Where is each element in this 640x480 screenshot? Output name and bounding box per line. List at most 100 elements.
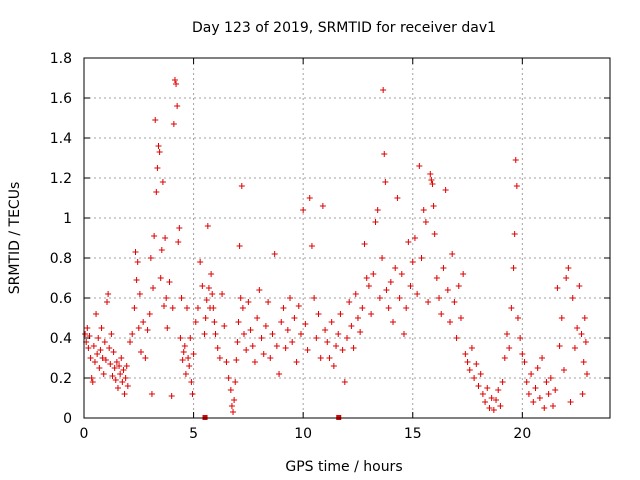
data-point	[430, 203, 437, 209]
data-point	[287, 295, 294, 301]
data-point	[308, 243, 315, 249]
data-point	[400, 331, 407, 337]
data-point	[269, 331, 276, 337]
data-point	[150, 285, 157, 291]
data-point	[144, 327, 151, 333]
data-point	[324, 339, 331, 345]
data-point	[457, 315, 464, 321]
data-point	[414, 291, 421, 297]
data-point	[571, 345, 578, 351]
data-point	[102, 357, 109, 363]
data-point	[297, 331, 304, 337]
data-point	[160, 303, 167, 309]
data-point	[231, 397, 238, 403]
x-tick-label: 5	[189, 426, 198, 442]
data-point	[374, 207, 381, 213]
data-point	[460, 271, 467, 277]
data-point	[278, 319, 285, 325]
data-point	[346, 299, 353, 305]
data-point	[237, 295, 244, 301]
data-point	[295, 303, 302, 309]
data-point	[85, 345, 92, 351]
data-point	[438, 311, 445, 317]
data-point	[182, 371, 189, 377]
data-point	[280, 305, 287, 311]
data-point	[431, 231, 438, 237]
data-point	[311, 295, 318, 301]
data-point	[567, 399, 574, 405]
data-point	[558, 315, 565, 321]
data-point	[372, 219, 379, 225]
data-point	[475, 383, 482, 389]
data-point	[96, 365, 103, 371]
data-point	[479, 391, 486, 397]
data-point	[517, 335, 524, 341]
data-point	[513, 183, 520, 189]
data-point	[142, 355, 149, 361]
data-point	[365, 283, 372, 289]
data-point	[552, 387, 559, 393]
data-point	[123, 363, 130, 369]
data-point	[168, 393, 175, 399]
data-point	[532, 385, 539, 391]
data-point	[394, 195, 401, 201]
data-point	[118, 355, 125, 361]
data-point	[199, 283, 206, 289]
y-axis-ticks: 0 0.2 0.4 0.6 0.8 1 1.2 1.4 1.6 1.8	[50, 51, 610, 427]
data-point	[265, 299, 272, 305]
data-point	[249, 343, 256, 349]
data-point	[580, 359, 587, 365]
data-point	[84, 325, 91, 331]
data-point	[197, 259, 204, 265]
data-point	[184, 305, 191, 311]
data-point	[177, 335, 184, 341]
data-point	[536, 395, 543, 401]
data-point	[181, 343, 188, 349]
data-point	[328, 319, 335, 325]
data-point	[510, 265, 517, 271]
data-point	[484, 385, 491, 391]
data-point	[256, 287, 263, 293]
data-point	[127, 339, 134, 345]
data-point	[385, 305, 392, 311]
data-point	[93, 311, 100, 317]
data-point	[91, 359, 98, 365]
data-point	[87, 355, 94, 361]
data-point	[117, 371, 124, 377]
data-point	[462, 351, 469, 357]
data-point	[482, 399, 489, 405]
data-point	[556, 343, 563, 349]
data-point	[158, 247, 165, 253]
data-point	[136, 291, 143, 297]
y-tick-label: 0.4	[50, 331, 72, 347]
data-point	[333, 343, 340, 349]
data-point	[228, 403, 235, 409]
data-point	[166, 279, 173, 285]
data-point	[579, 391, 586, 397]
data-point	[543, 379, 550, 385]
data-point	[221, 323, 228, 329]
data-point	[447, 319, 454, 325]
data-point	[379, 255, 386, 261]
data-point	[359, 305, 366, 311]
data-point	[192, 319, 199, 325]
data-point	[497, 403, 504, 409]
data-point	[453, 335, 460, 341]
data-point	[194, 305, 201, 311]
data-point	[179, 357, 186, 363]
data-point	[223, 359, 230, 365]
data-point	[471, 375, 478, 381]
data-point	[208, 271, 215, 277]
data-point	[225, 375, 232, 381]
data-point	[503, 331, 510, 337]
data-point	[124, 383, 131, 389]
data-point	[550, 403, 557, 409]
data-point	[164, 325, 171, 331]
x-tick-label: 10	[294, 426, 312, 442]
data-point	[436, 295, 443, 301]
data-point	[416, 163, 423, 169]
data-point	[291, 315, 298, 321]
data-point	[512, 157, 519, 163]
data-point	[153, 189, 160, 195]
data-point	[185, 355, 192, 361]
